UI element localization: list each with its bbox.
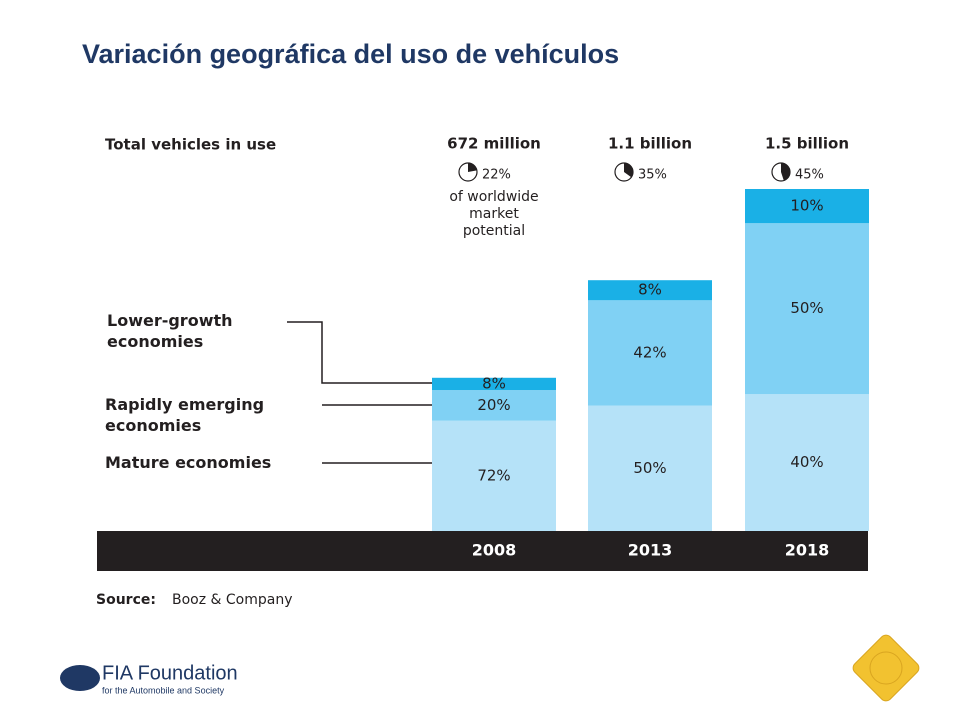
year-band [97, 531, 868, 571]
badge-ring [869, 651, 903, 685]
total-label: 1.5 billion [765, 135, 849, 153]
logo-subtext: for the Automobile and Society [102, 685, 225, 695]
pie-wedge [781, 163, 790, 181]
segment-label: 40% [790, 453, 823, 471]
segment-label: 42% [633, 343, 666, 361]
segment-label: 8% [638, 281, 662, 299]
bar-segment [588, 300, 712, 406]
badge-diamond [852, 634, 920, 702]
segment-label: 50% [633, 459, 666, 477]
x-tick-label: 2018 [785, 541, 830, 560]
market-share-note: of worldwide market potential [449, 189, 539, 239]
leader-line [287, 321, 432, 384]
bar-segment [745, 223, 869, 395]
slide-title: Variación geográfica del uso de vehículo… [82, 39, 619, 69]
pie-wedge [468, 163, 477, 172]
pie-label: 22% [482, 168, 511, 183]
bar-segment [588, 280, 712, 301]
pie-wedge [624, 163, 633, 178]
header-label: Total vehicles in use [105, 136, 276, 154]
source: Booz & Company [172, 592, 293, 608]
bar-segment [432, 390, 556, 421]
x-tick-label: 2008 [472, 541, 517, 560]
pie-label: 35% [638, 168, 667, 183]
bar-segment [588, 405, 712, 531]
pie-label: 45% [795, 168, 824, 183]
legend-label: Rapidly emerging economies [105, 395, 265, 435]
total-label: 1.1 billion [608, 135, 692, 153]
bar-segment [432, 420, 556, 531]
logo-text: FIA Foundation [102, 662, 238, 684]
badge [852, 634, 920, 702]
source-label: Source: [96, 592, 156, 608]
total-label: 672 million [447, 135, 541, 153]
segment-label: 8% [482, 374, 506, 392]
segment-label: 10% [790, 197, 823, 215]
logo: FIA Foundation for the Automobile and So… [60, 662, 238, 695]
bar-segment [432, 377, 556, 391]
segment-label: 72% [477, 466, 510, 484]
bar-segment [745, 189, 869, 224]
bar-segment [745, 394, 869, 531]
segment-label: 50% [790, 299, 823, 317]
logo-mark [60, 665, 100, 691]
x-tick-label: 2013 [628, 541, 673, 560]
legend-label: Mature economies [105, 453, 272, 472]
legend-label: Lower-growth economies [107, 311, 233, 351]
leader-lines [287, 321, 432, 464]
segment-label: 20% [477, 396, 510, 414]
